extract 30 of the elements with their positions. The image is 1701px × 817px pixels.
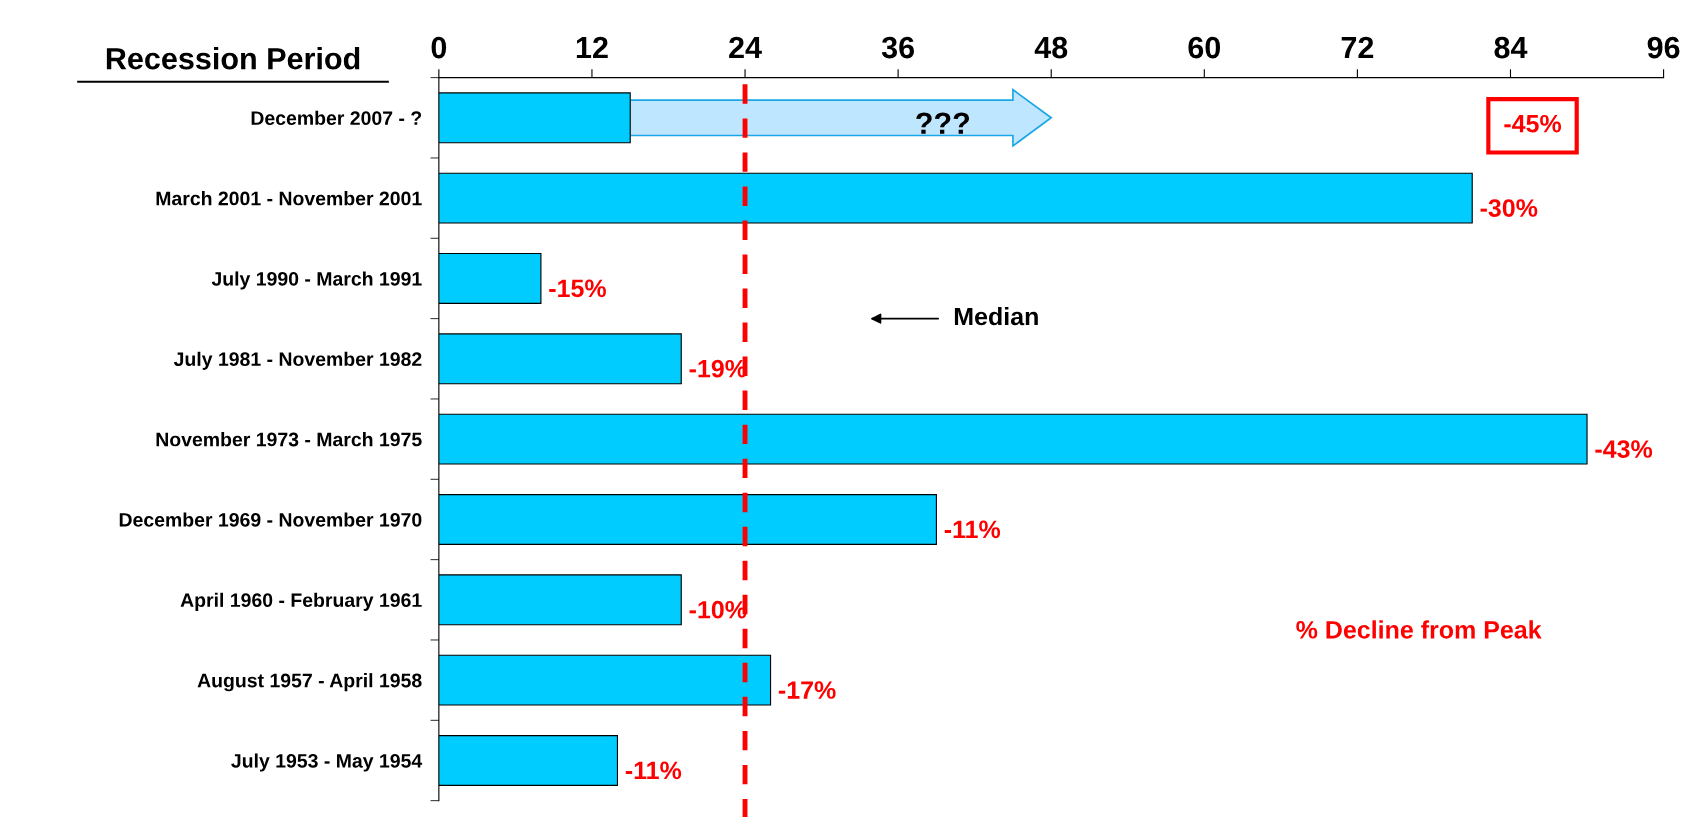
x-tick-label: 0 — [431, 36, 447, 59]
annotation: -11% — [944, 520, 1001, 539]
y-tick-label: April 1960 - February 1961 — [180, 592, 422, 611]
annotation: -10% — [689, 600, 747, 619]
y-tick-label: July 1981 - November 1982 — [173, 351, 422, 370]
annotation: Median — [954, 306, 1038, 326]
x-tick-label: 36 — [881, 36, 915, 59]
annotation: -17% — [778, 681, 836, 699]
y-tick-label: August 1957 - April 1958 — [197, 673, 422, 692]
x-tick-label: 48 — [1034, 36, 1068, 59]
x-tick-label: 96 — [1647, 36, 1680, 59]
annotation: -11% — [625, 761, 682, 780]
y-tick-label: March 2001 - November 2001 — [156, 191, 422, 206]
y-tick-label: November 1973 - March 1975 — [156, 432, 422, 447]
x-tick-label: 12 — [576, 36, 608, 59]
y-tick-label: December 2007 - ? — [251, 110, 422, 126]
y-tick-label: July 1990 - March 1991 — [211, 271, 422, 290]
annotation: % Decline from Peak — [1296, 620, 1542, 639]
chart-title: Recession Period — [106, 47, 360, 70]
annotation: -43% — [1595, 440, 1653, 458]
annotation: -45% — [1504, 114, 1562, 133]
x-tick-label: 72 — [1341, 36, 1374, 59]
y-tick-label: July 1953 - May 1954 — [231, 753, 423, 772]
annotation: ??? — [916, 112, 970, 134]
annotation: -15% — [549, 279, 606, 298]
x-tick-label: 24 — [729, 36, 762, 59]
x-tick-label: 84 — [1494, 36, 1528, 59]
x-tick-label: 60 — [1188, 36, 1221, 59]
y-tick-label: December 1969 - November 1970 — [119, 512, 422, 527]
annotation: -30% — [1480, 199, 1538, 217]
